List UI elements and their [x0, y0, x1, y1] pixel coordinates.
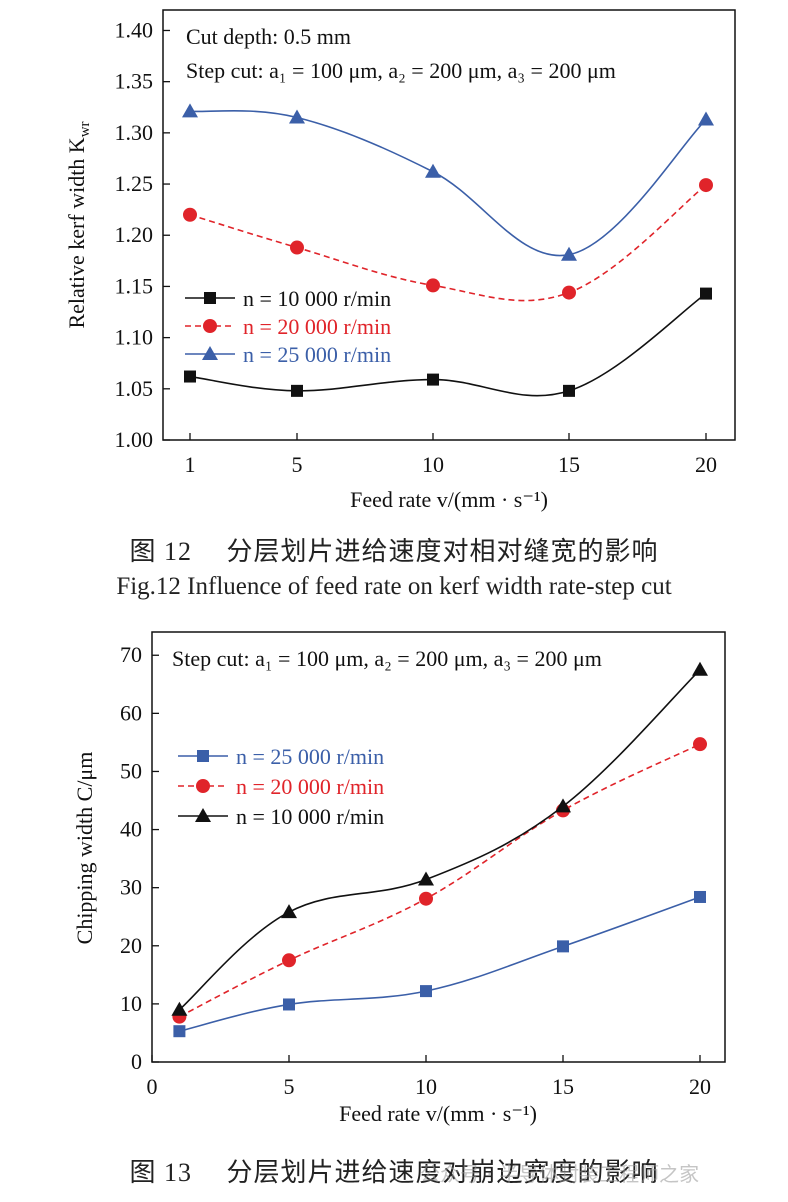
x-tick-label: 20 [695, 452, 717, 477]
data-point [183, 207, 197, 222]
watermark: 公众号 · 半导体封装工程师之家 [420, 1162, 700, 1186]
x-tick-label: 20 [689, 1074, 711, 1099]
legend-entry-2: n = 20 000 r/min [185, 314, 391, 339]
data-point [419, 891, 433, 906]
data-point [557, 940, 569, 953]
x-axis-label: Feed rate v/(mm · s⁻¹) [339, 1101, 537, 1126]
data-point [693, 737, 707, 752]
legend-label: n = 25 000 r/min [236, 744, 384, 769]
x-tick-label: 5 [284, 1074, 295, 1099]
x-tick-label: 15 [558, 452, 580, 477]
y-tick-label: 70 [120, 642, 142, 667]
y-tick-label: 1.05 [115, 376, 154, 401]
legend-marker [196, 779, 210, 793]
series-line [179, 896, 701, 1032]
annotation-step-cut: Step cut: a₁ = 100 μm, a₂ = 200 μm, a₃ =… [172, 646, 602, 671]
x-tick-label: 5 [292, 452, 303, 477]
y-axis-label: Relative kerf width Kwr [64, 121, 93, 328]
x-tick-label: 1 [185, 452, 196, 477]
series-1 [184, 287, 712, 397]
y-tick-label: 1.40 [115, 17, 154, 42]
legend-marker [197, 750, 209, 762]
y-tick-label: 1.15 [115, 273, 154, 298]
series-1 [173, 890, 706, 1038]
series-3 [171, 661, 708, 1016]
y-tick-label: 40 [120, 817, 142, 842]
data-point [173, 1025, 186, 1038]
figure-12-caption-en: Fig.12 Influence of feed rate on kerf wi… [116, 573, 672, 600]
y-tick-label: 1.00 [115, 427, 154, 452]
data-point [700, 287, 712, 300]
y-axis-label: Chipping width C/μm [72, 752, 97, 945]
data-point [563, 384, 575, 397]
data-point [699, 178, 713, 193]
data-point [182, 103, 198, 118]
y-tick-label: 20 [120, 933, 142, 958]
y-tick-label: 1.35 [115, 69, 154, 94]
y-tick-label: 1.25 [115, 171, 154, 196]
y-tick-label: 1.10 [115, 325, 154, 350]
data-point [561, 246, 577, 261]
y-tick-label: 60 [120, 700, 142, 725]
y-tick-label: 1.20 [115, 222, 154, 247]
legend-entry-3: n = 10 000 r/min [178, 804, 384, 829]
y-tick-label: 1.30 [115, 120, 154, 145]
data-point [282, 953, 296, 968]
annotation-cut-depth: Cut depth: 0.5 mm [186, 24, 351, 49]
legend-label: n = 10 000 r/min [236, 804, 384, 829]
legend-label: n = 20 000 r/min [243, 314, 391, 339]
series-line [178, 669, 701, 1011]
data-point [420, 985, 432, 998]
series-line [189, 109, 707, 257]
legend-label: n = 25 000 r/min [243, 342, 391, 367]
legend-label: n = 20 000 r/min [236, 774, 384, 799]
x-tick-label: 0 [147, 1074, 158, 1099]
series-2 [183, 178, 713, 302]
data-point [283, 998, 295, 1011]
data-point [427, 373, 439, 386]
plot-frame [151, 631, 726, 1063]
legend-entry-3: n = 25 000 r/min [185, 342, 391, 367]
figure-12-caption-cn: 图 12 分层划片进给速度对相对缝宽的影响 [129, 537, 659, 566]
figure-13-caption-cn: 图 13 分层划片进给速度对崩边宽度的影响 [129, 1158, 659, 1187]
legend-marker [195, 808, 211, 822]
data-point [171, 1001, 188, 1016]
data-point [692, 661, 708, 676]
chart-fig13: 0 10 20 30 40 50 60 70 0 5 10 15 20 Step cut: a₁ = … [72, 631, 726, 1126]
legend-entry-1: n = 10 000 r/min [185, 286, 391, 311]
data-point [555, 798, 571, 813]
legend-marker [203, 319, 217, 333]
data-point [418, 871, 434, 886]
legend-marker [204, 292, 216, 304]
series-2 [172, 737, 707, 1024]
series-line [189, 184, 707, 302]
data-point [281, 904, 297, 919]
legend-entry-1: n = 25 000 r/min [178, 744, 384, 769]
data-point [289, 109, 305, 124]
data-point [290, 240, 304, 255]
y-tick-label: 50 [120, 758, 142, 783]
data-point [698, 111, 714, 126]
legend-entry-2: n = 20 000 r/min [178, 774, 384, 799]
series-3 [182, 103, 714, 261]
annotation-step-cut: Step cut: a₁ = 100 μm, a₂ = 200 μm, a₃ =… [186, 58, 616, 83]
y-tick-label: 0 [131, 1049, 142, 1074]
plot-frame [162, 9, 736, 441]
y-tick-label: 30 [120, 875, 142, 900]
data-point [184, 370, 196, 383]
data-point [426, 278, 440, 293]
x-tick-label: 10 [422, 452, 444, 477]
series-line [189, 292, 707, 397]
x-tick-label: 15 [552, 1074, 574, 1099]
y-tick-label: 10 [120, 991, 142, 1016]
legend-marker [202, 346, 218, 360]
data-point [291, 384, 303, 397]
legend-label: n = 10 000 r/min [243, 286, 391, 311]
x-tick-label: 10 [415, 1074, 437, 1099]
data-point [425, 163, 441, 178]
data-point [562, 285, 576, 300]
x-axis-label: Feed rate v/(mm · s⁻¹) [350, 487, 548, 512]
data-point [694, 890, 706, 903]
